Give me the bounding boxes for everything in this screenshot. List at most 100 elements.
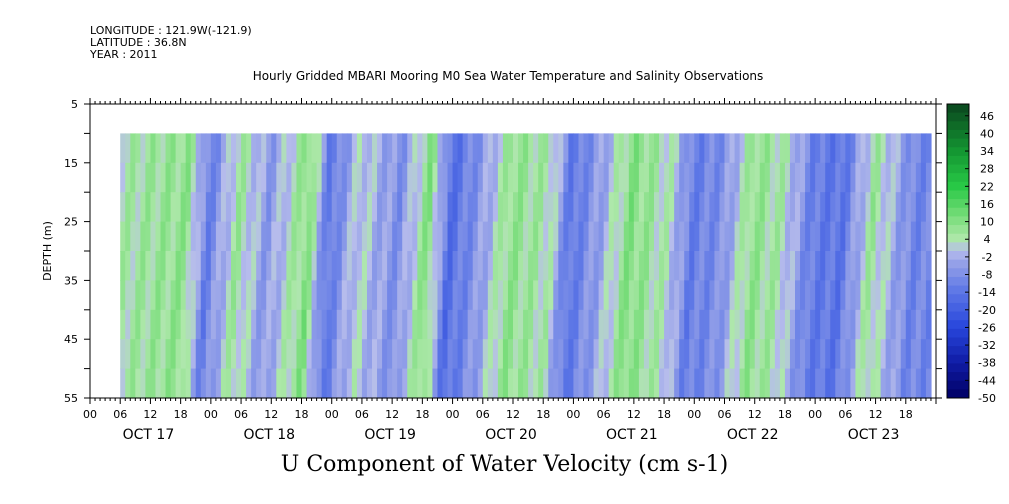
- heatmap-cell: [729, 162, 736, 193]
- heatmap-cell: [724, 221, 731, 252]
- heatmap-cell: [331, 251, 338, 281]
- heatmap-cell: [341, 221, 348, 252]
- heatmap-cell: [432, 280, 439, 311]
- heatmap-cell: [628, 368, 635, 399]
- colorbar-band: [947, 104, 969, 114]
- heatmap-cell: [820, 192, 826, 223]
- heatmap-cell: [160, 221, 167, 252]
- heatmap-cell: [749, 133, 756, 164]
- heatmap-cell: [351, 251, 358, 281]
- heatmap-cell: [130, 251, 136, 281]
- heatmap-cell: [215, 251, 222, 281]
- heatmap-cell: [427, 309, 434, 340]
- heatmap-cell: [130, 192, 136, 223]
- heatmap-cell: [346, 221, 353, 252]
- heatmap-cell: [613, 368, 620, 399]
- heatmap-cell: [331, 339, 338, 370]
- heatmap-cell: [628, 280, 635, 311]
- colorbar-band: [947, 207, 969, 217]
- colorbar-label: -32: [978, 339, 996, 352]
- heatmap-cell: [231, 251, 237, 281]
- heatmap-cell: [331, 280, 338, 311]
- heatmap-cell: [442, 309, 449, 340]
- heatmap-cell: [296, 309, 303, 340]
- heatmap-cell: [205, 133, 212, 164]
- heatmap-cell: [643, 133, 650, 164]
- heatmap-cell: [714, 339, 721, 370]
- heatmap-cell: [835, 192, 841, 223]
- heatmap-cell: [523, 221, 529, 252]
- heatmap-cell: [402, 339, 408, 370]
- heatmap-cell: [588, 192, 595, 223]
- heatmap-cell: [246, 133, 252, 164]
- heatmap-cell: [220, 162, 227, 193]
- heatmap-cell: [331, 133, 338, 164]
- heatmap-cell: [583, 251, 590, 281]
- heatmap-cell: [261, 368, 267, 399]
- heatmap-cell: [321, 309, 328, 340]
- heatmap-cell: [351, 368, 358, 399]
- heatmap-cell: [467, 339, 474, 370]
- heatmap-cell: [784, 339, 791, 370]
- heatmap-cell: [372, 309, 378, 340]
- heatmap-cell: [860, 251, 867, 281]
- heatmap-cell: [769, 133, 776, 164]
- heatmap-cell: [185, 221, 192, 252]
- heatmap-cell: [407, 280, 413, 311]
- heatmap-cell: [437, 280, 444, 311]
- heatmap-cell: [870, 280, 877, 311]
- heatmap-cell: [487, 221, 494, 252]
- heatmap-cell: [175, 368, 182, 399]
- heatmap-cell: [180, 251, 187, 281]
- heatmap-cell: [387, 162, 393, 193]
- heatmap-cell: [210, 309, 217, 340]
- heatmap-cell: [251, 251, 257, 281]
- heatmap-cell: [306, 339, 313, 370]
- heatmap-cell: [266, 162, 272, 193]
- heatmap-cell: [558, 339, 564, 370]
- colorbar-frame: [946, 103, 970, 399]
- x-hour-tick-label: 00: [566, 408, 580, 421]
- heatmap-cell: [200, 309, 207, 340]
- heatmap-cell: [165, 280, 172, 311]
- heatmap-cell: [548, 192, 554, 223]
- heatmap-cell: [231, 339, 237, 370]
- heatmap-cell: [140, 162, 146, 193]
- heatmap-cell: [311, 368, 318, 399]
- heatmap-cell: [820, 162, 826, 193]
- heatmap-cell: [487, 133, 494, 164]
- heatmap-cell: [346, 251, 353, 281]
- colorbar-label: -2: [982, 251, 993, 264]
- heatmap-cell: [130, 368, 136, 399]
- heatmap-cell: [800, 251, 806, 281]
- heatmap-cell: [210, 368, 217, 399]
- heatmap-cell: [125, 162, 131, 193]
- heatmap-cell: [361, 251, 368, 281]
- colorbar-label: 46: [980, 110, 994, 123]
- heatmap-cell: [528, 368, 534, 399]
- heatmap-cell: [326, 221, 333, 252]
- heatmap-cell: [739, 368, 746, 399]
- heatmap-cell: [457, 133, 464, 164]
- heatmap-cell: [548, 309, 554, 340]
- x-hour-tick-label: 12: [627, 408, 641, 421]
- heatmap-cell: [820, 368, 826, 399]
- heatmap-cell: [573, 339, 580, 370]
- colorbar-band: [947, 302, 969, 313]
- heatmap-cell: [130, 133, 136, 164]
- heatmap-cell: [120, 162, 126, 193]
- heatmap-cell: [618, 309, 625, 340]
- heatmap-cell: [155, 162, 162, 193]
- heatmap-cell: [130, 309, 136, 340]
- heatmap-cell: [356, 162, 363, 193]
- heatmap-cell: [316, 251, 323, 281]
- heatmap-cell: [286, 280, 293, 311]
- heatmap-cell: [754, 192, 761, 223]
- heatmap-cell: [578, 309, 585, 340]
- heatmap-cell: [135, 339, 141, 370]
- heatmap-cell: [366, 162, 373, 193]
- heatmap-cell: [397, 280, 403, 311]
- heatmap-cell: [518, 133, 524, 164]
- heatmap-cell: [175, 339, 182, 370]
- heatmap-cell: [507, 251, 514, 281]
